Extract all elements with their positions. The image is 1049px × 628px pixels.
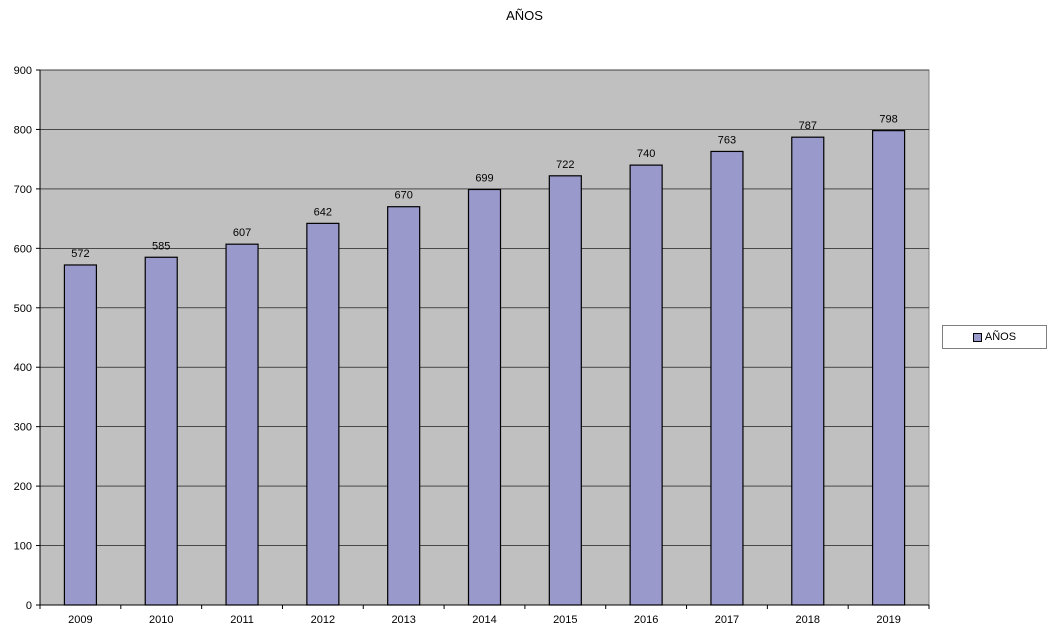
y-tick-label: 0 (26, 600, 32, 612)
x-tick-label: 2018 (796, 614, 820, 626)
x-tick-label: 2012 (311, 614, 335, 626)
bar (792, 137, 824, 605)
x-tick-label: 2013 (391, 614, 415, 626)
y-tick-label: 500 (14, 303, 32, 315)
legend-swatch (973, 333, 982, 342)
data-label: 798 (879, 114, 897, 126)
bar (145, 257, 177, 605)
y-tick-label: 200 (14, 481, 32, 493)
x-tick-label: 2019 (876, 614, 900, 626)
bar (549, 176, 581, 605)
legend: AÑOS (942, 325, 1047, 349)
x-tick-label: 2011 (230, 614, 254, 626)
y-axis: 0 100 200 300 400 500 600 700 800 900 (14, 65, 40, 612)
data-label: 787 (799, 120, 817, 132)
y-tick-label: 700 (14, 184, 32, 196)
bar (307, 223, 339, 605)
bar (388, 207, 420, 605)
x-tick-label: 2017 (715, 614, 739, 626)
bar (226, 244, 258, 605)
y-tick-label: 400 (14, 362, 32, 374)
y-tick-label: 900 (14, 65, 32, 77)
data-label: 740 (637, 148, 655, 160)
legend-label: AÑOS (985, 331, 1016, 343)
data-label: 670 (395, 190, 413, 202)
y-tick-label: 600 (14, 243, 32, 255)
x-tick-label: 2016 (634, 614, 658, 626)
bar (469, 189, 501, 605)
x-tick-label: 2014 (472, 614, 496, 626)
data-label: 763 (718, 134, 736, 146)
data-label: 572 (71, 248, 89, 260)
bar (873, 131, 905, 605)
data-label: 585 (152, 240, 170, 252)
y-tick-label: 100 (14, 541, 32, 553)
x-axis: 2009 2010 2011 2012 2013 2014 2015 2016 2017 2018… (40, 605, 929, 626)
data-label: 642 (314, 206, 332, 218)
y-tick-label: 800 (14, 124, 32, 136)
x-tick-label: 2015 (553, 614, 577, 626)
y-tick-label: 300 (14, 422, 32, 434)
data-label: 722 (556, 159, 574, 171)
data-label: 699 (475, 172, 493, 184)
bar (630, 165, 662, 605)
data-label: 607 (233, 227, 251, 239)
bar (64, 265, 96, 605)
x-tick-label: 2009 (68, 614, 92, 626)
x-tick-label: 2010 (149, 614, 173, 626)
bar (711, 151, 743, 605)
